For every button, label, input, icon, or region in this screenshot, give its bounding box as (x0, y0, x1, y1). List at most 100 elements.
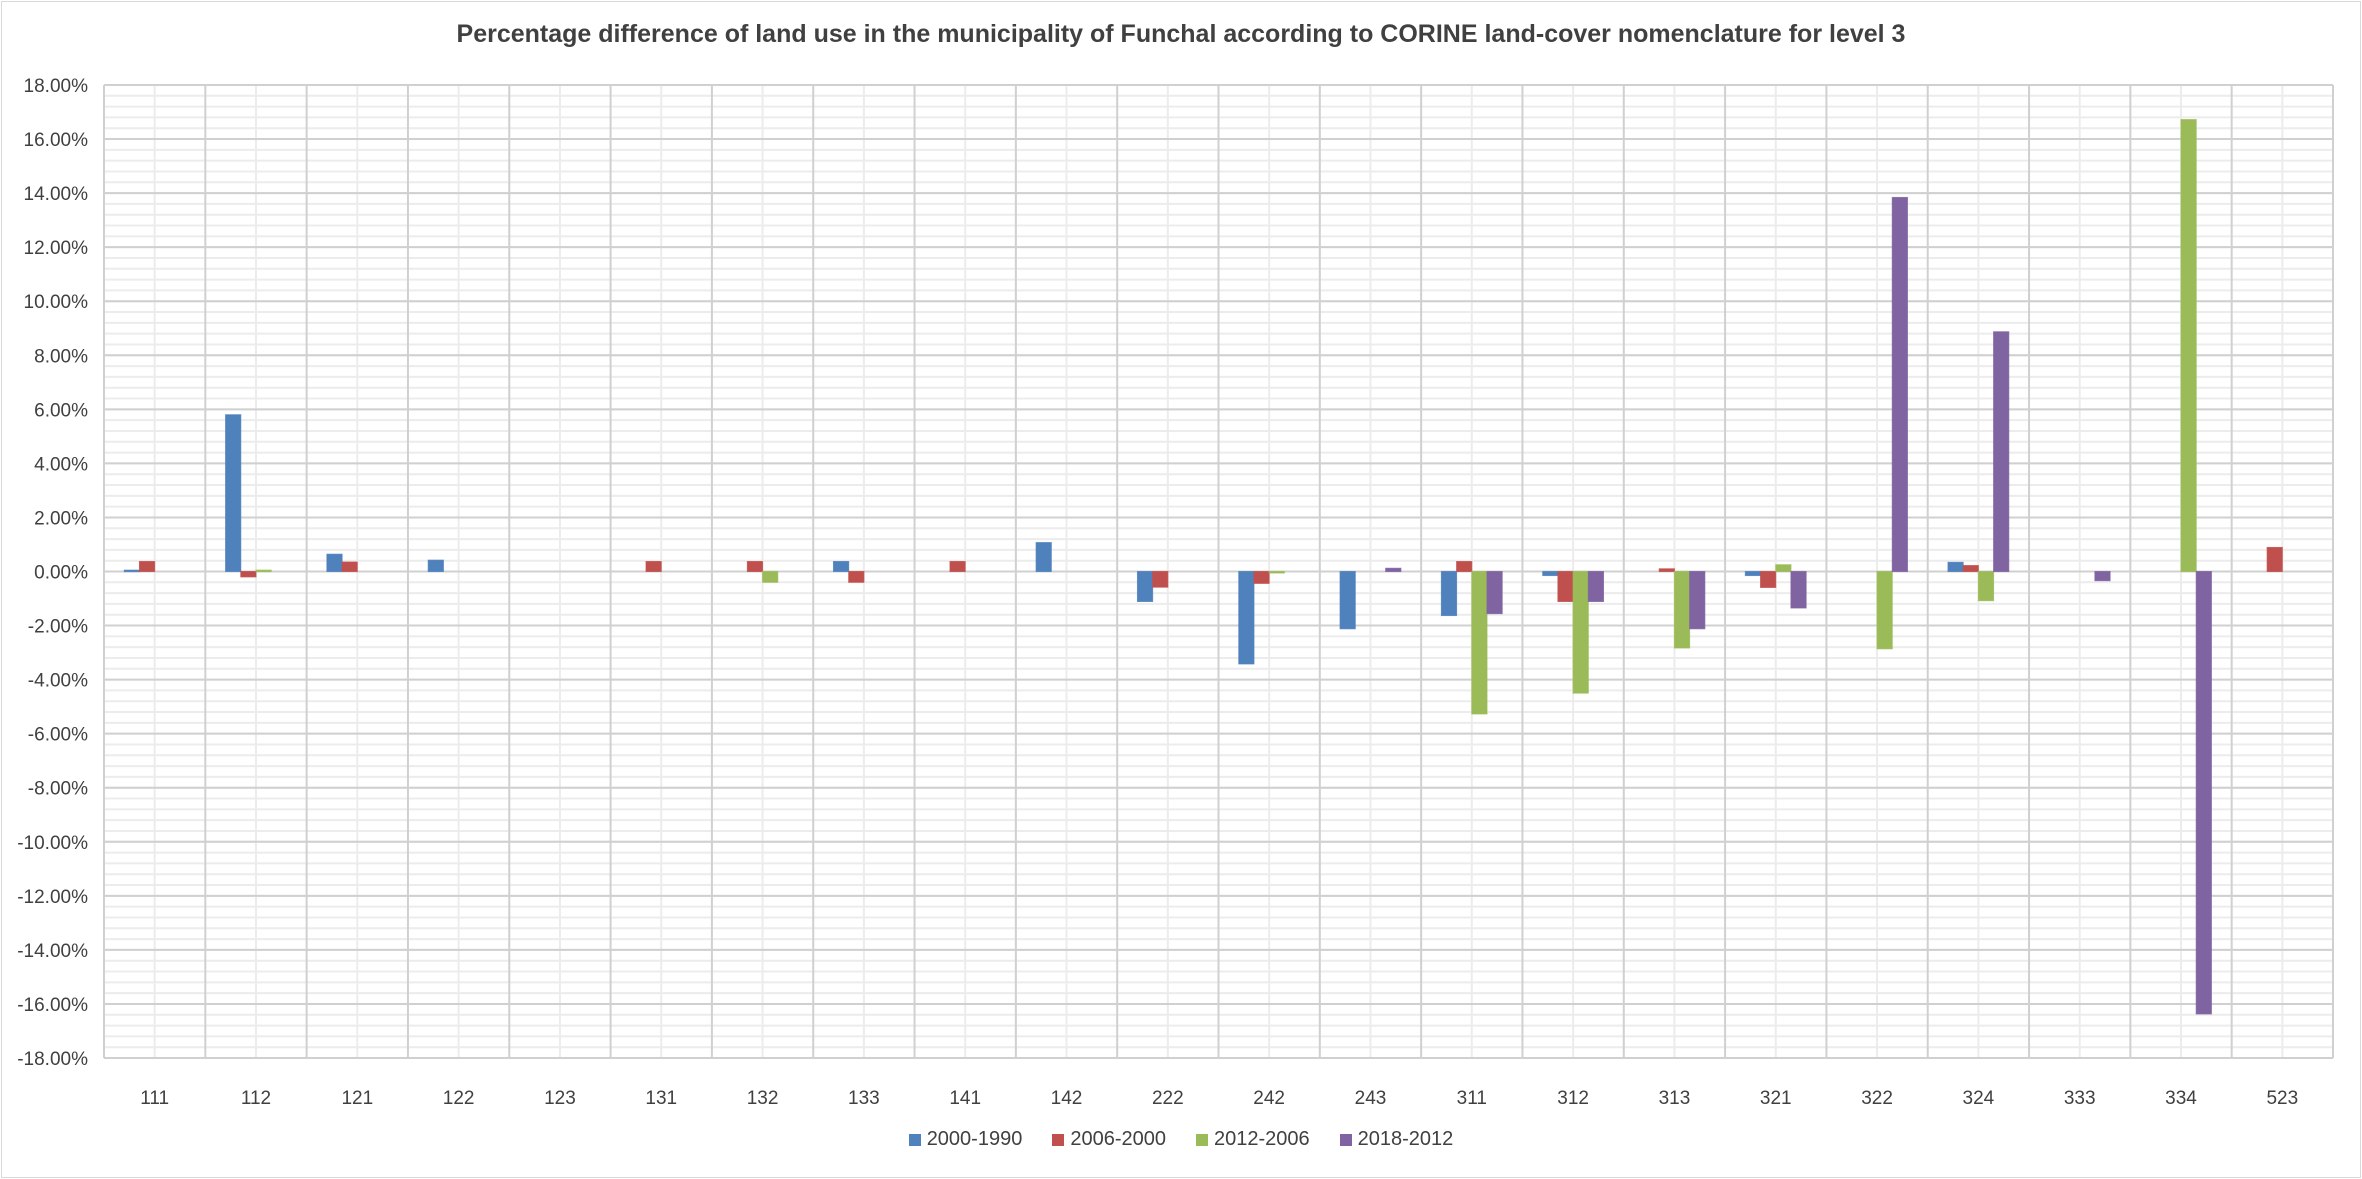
y-tick-label: -18.00% (17, 1049, 88, 1070)
x-axis-ticks: 111 112 121 122 123 131 132 133 141 142 222 242 243 3… (140, 1088, 2298, 1109)
y-tick-label: 14.00% (24, 184, 89, 205)
x-tick-label: 133 (848, 1088, 880, 1109)
x-tick-label: 321 (1760, 1088, 1792, 1109)
bar-2000-1990-112 (225, 414, 242, 572)
bar-2000-1990-321 (1744, 571, 1762, 577)
bar-2012-2006-313 (1673, 571, 1691, 649)
bar-2006-2000-312 (1557, 571, 1574, 603)
x-tick-label: 334 (2165, 1088, 2197, 1109)
x-tick-label: 112 (241, 1088, 271, 1109)
bar-2018-2012-324 (1993, 331, 2010, 572)
bar-2000-1990-133 (832, 560, 850, 572)
bar-2012-2006-242 (1268, 571, 1285, 574)
y-tick-label: 6.00% (34, 400, 88, 421)
bar-2006-2000-523 (2266, 546, 2283, 572)
y-tick-label: 0.00% (34, 563, 88, 584)
chart-title: Percentage difference of land use in the… (456, 20, 1906, 48)
bar-2018-2012-321 (1790, 571, 1807, 609)
bar-2006-2000-112 (240, 571, 257, 578)
y-tick-label: -12.00% (17, 887, 88, 908)
bar-2000-1990-242 (1238, 571, 1255, 665)
y-tick-label: 8.00% (34, 346, 88, 367)
x-tick-label: 313 (1659, 1088, 1691, 1109)
legend: 2000-1990 2006-2000 2012-2006 2018-2012 (0, 1128, 2362, 1151)
bar-2000-1990-111 (123, 569, 140, 573)
bar-2012-2006-334 (2180, 119, 2197, 573)
bar-2018-2012-333 (2094, 571, 2111, 582)
x-tick-label: 312 (1557, 1088, 1589, 1109)
y-tick-label: 4.00% (34, 454, 88, 475)
x-tick-label: 523 (2266, 1088, 2298, 1109)
bar-2018-2012-243 (1385, 567, 1402, 572)
x-tick-label: 222 (1152, 1088, 1184, 1109)
legend-item: 2012-2006 (1196, 1128, 1310, 1151)
legend-swatch-icon (1339, 1133, 1352, 1146)
bar-2006-2000-121 (341, 561, 358, 573)
x-tick-label: 131 (645, 1088, 677, 1109)
legend-swatch-icon (908, 1133, 921, 1146)
legend-label: 2006-2000 (1070, 1128, 1166, 1150)
bar-2006-2000-132 (746, 560, 764, 572)
bar-2000-1990-121 (326, 553, 343, 572)
bar-2012-2006-311 (1471, 571, 1488, 715)
legend-swatch-icon (1052, 1133, 1065, 1146)
bar-2006-2000-141 (949, 560, 966, 572)
legend-label: 2000-1990 (926, 1128, 1023, 1150)
y-tick-label: -16.00% (17, 995, 88, 1016)
bar-2000-1990-312 (1542, 571, 1559, 577)
x-tick-label: 132 (747, 1088, 779, 1109)
x-tick-label: 142 (1051, 1088, 1083, 1109)
legend-item: 2018-2012 (1339, 1128, 1454, 1151)
bar-2000-1990-222 (1136, 571, 1154, 603)
x-tick-label: 333 (2064, 1088, 2096, 1109)
bar-2000-1990-142 (1035, 542, 1052, 572)
major-gridlines (103, 84, 2334, 1059)
bar-2006-2000-131 (645, 560, 662, 572)
bar-2006-2000-313 (1658, 568, 1675, 573)
bar-2018-2012-313 (1689, 571, 1706, 630)
bar-2000-1990-243 (1339, 571, 1356, 630)
bar-2012-2006-312 (1572, 571, 1589, 694)
y-axis-ticks: 18.00% 16.00% 14.00% 12.00% 10.00% 8.00% 6.00%… (17, 76, 88, 1070)
bar-2000-1990-324 (1947, 561, 1964, 572)
y-tick-label: 10.00% (24, 292, 89, 313)
bar-2018-2012-322 (1891, 196, 1908, 573)
x-tick-label: 122 (443, 1088, 475, 1109)
bars (123, 119, 2283, 1015)
bar-2006-2000-321 (1760, 571, 1777, 588)
bar-2012-2006-321 (1775, 564, 1792, 572)
bar-2012-2006-322 (1876, 571, 1893, 650)
y-tick-label: 12.00% (24, 238, 89, 259)
y-tick-label: -6.00% (28, 725, 88, 746)
x-tick-label: 324 (1963, 1088, 1995, 1109)
bar-2006-2000-324 (1962, 565, 1979, 573)
bar-2000-1990-311 (1440, 571, 1458, 617)
y-tick-label: 2.00% (34, 508, 88, 529)
x-tick-label: 123 (544, 1088, 576, 1109)
bar-2006-2000-111 (138, 560, 156, 572)
y-tick-label: 18.00% (24, 76, 89, 97)
legend-label: 2018-2012 (1357, 1128, 1454, 1150)
legend-label: 2012-2006 (1214, 1128, 1310, 1150)
x-tick-label: 242 (1253, 1088, 1285, 1109)
y-tick-label: -4.00% (28, 671, 88, 692)
legend-item: 2000-1990 (908, 1128, 1023, 1151)
bar-2012-2006-324 (1977, 571, 1995, 602)
legend-item: 2006-2000 (1052, 1128, 1166, 1151)
x-tick-label: 311 (1457, 1088, 1487, 1109)
y-tick-label: -2.00% (28, 617, 88, 638)
bar-2006-2000-222 (1152, 571, 1169, 588)
bar-2012-2006-112 (255, 569, 272, 573)
bar-2006-2000-311 (1456, 560, 1473, 572)
y-tick-label: -10.00% (17, 833, 88, 854)
x-tick-label: 141 (949, 1088, 981, 1109)
y-tick-label: 16.00% (24, 130, 89, 151)
bar-2018-2012-311 (1486, 571, 1503, 615)
legend-swatch-icon (1196, 1133, 1208, 1146)
bar-2000-1990-122 (427, 559, 444, 572)
bar-2018-2012-334 (2195, 571, 2212, 1015)
y-tick-label: -14.00% (17, 941, 88, 962)
x-tick-label: 121 (341, 1088, 373, 1109)
x-tick-label: 243 (1355, 1088, 1387, 1109)
